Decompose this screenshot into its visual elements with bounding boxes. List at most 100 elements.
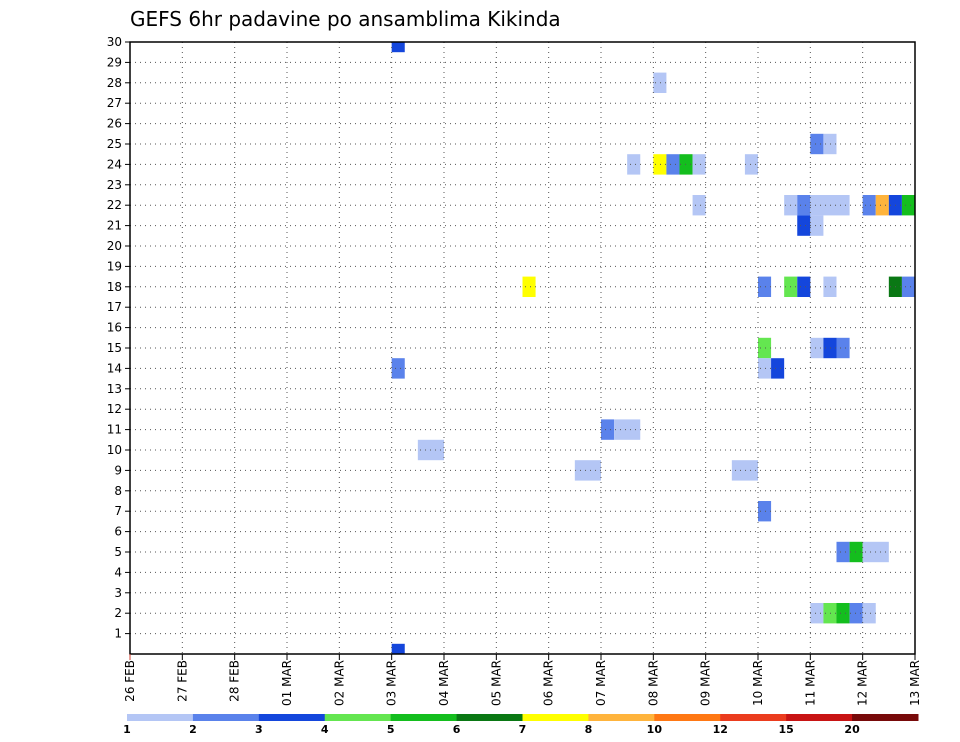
colorbar-label-6: 7 [519,723,527,736]
colorbar-label-2: 3 [255,723,263,736]
x-tick-label-9: 07 MAR [594,660,608,706]
precip-cell-5 [574,460,601,481]
colorbar-swatch-9 [720,714,787,721]
data-cells [391,42,915,654]
y-tick-label-15: 15 [107,341,122,355]
y-tick-label-11: 11 [107,423,122,437]
y-tick-label-14: 14 [107,361,122,375]
x-tick-label-14: 12 MAR [856,660,870,706]
precip-cell-26 [797,215,811,236]
colorbar-swatch-3 [324,714,392,721]
y-tick-label-23: 23 [107,178,122,192]
precip-cell-46 [836,603,850,624]
x-tick-label-15: 13 MAR [908,660,922,706]
precip-cell-0 [391,42,405,53]
colorbar-swatch-7 [588,714,655,721]
y-tick-label-13: 13 [107,382,122,396]
y-tick-label-22: 22 [107,198,122,212]
colorbar-swatch-4 [390,714,458,721]
precip-cell-20 [797,195,811,216]
precip-cell-17 [810,133,824,155]
y-tick-label-5: 5 [114,545,122,559]
precip-cell-47 [849,603,863,624]
precip-cell-40 [758,501,772,522]
x-axis: 26 FEB 27 FEB 28 FEB 01 MAR 02 MAR 03 MAR 04 M… [123,654,922,706]
precip-cell-6 [601,419,615,440]
y-tick-label-8: 8 [114,484,122,498]
y-tick-label-9: 9 [114,463,122,477]
colorbar-label-8: 10 [647,723,663,736]
colorbar-label-0: 1 [123,723,131,736]
precip-cell-8 [653,72,667,93]
colorbar-swatch-2 [258,714,326,721]
precip-cell-10 [653,154,667,175]
precip-cell-31 [823,276,837,297]
grid-lines [130,41,916,654]
precip-cell-23 [875,195,889,216]
precip-cell-4 [522,276,536,297]
y-tick-label-10: 10 [107,443,122,457]
colorbar-swatch-1 [192,714,260,721]
plot-frame [129,41,916,655]
colorbar-swatch-11 [852,714,919,721]
colorbar-label-5: 6 [453,723,461,736]
y-tick-label-18: 18 [107,280,122,294]
y-tick-label-6: 6 [114,525,122,539]
precip-cell-25 [901,195,915,216]
x-tick-label-3: 01 MAR [280,660,294,706]
y-tick-label-17: 17 [107,300,122,314]
precip-cell-41 [836,541,850,563]
y-tick-label-4: 4 [114,565,122,579]
y-tick-label-1: 1 [114,627,122,641]
colorbar-label-1: 2 [189,723,197,736]
precip-cell-39 [771,358,785,379]
precip-cell-42 [849,541,863,563]
y-tick-label-28: 28 [107,76,122,90]
colorbar-label-11: 20 [844,723,860,736]
x-tick-label-6: 04 MAR [437,660,451,706]
y-tick-label-16: 16 [107,321,122,335]
x-tick-label-1: 27 FEB [175,660,189,702]
precip-cell-45 [823,603,837,624]
x-tick-label-0: 26 FEB [123,660,137,702]
y-tick-label-19: 19 [107,259,122,273]
x-tick-label-5: 03 MAR [385,660,399,706]
precip-cell-22 [862,195,876,216]
colorbar-swatch-8 [654,714,721,721]
colorbar-label-9: 12 [713,723,728,736]
precip-cell-14 [744,154,758,175]
y-tick-label-29: 29 [107,55,122,69]
precip-cell-15 [692,195,706,216]
precip-cell-12 [679,154,693,175]
precip-cell-36 [823,337,837,359]
precip-cell-1 [391,643,405,654]
precip-cell-9 [627,154,641,175]
x-tick-label-2: 28 FEB [228,660,242,702]
x-tick-label-13: 11 MAR [803,660,817,706]
y-tick-label-25: 25 [107,137,122,151]
precip-cell-16 [731,460,758,481]
precip-cell-35 [810,337,824,359]
y-axis: 1234567891011121314151617181920212223242… [107,35,130,641]
y-tick-label-30: 30 [107,35,122,49]
y-tick-label-24: 24 [107,157,122,171]
colorbar-label-4: 5 [387,723,395,736]
colorbar-label-3: 4 [321,723,329,736]
precip-cell-37 [836,337,850,359]
precip-cell-21 [810,195,850,216]
x-tick-label-10: 08 MAR [646,660,660,706]
y-tick-label-20: 20 [107,239,122,253]
y-tick-label-12: 12 [107,402,122,416]
precip-cell-33 [901,276,915,297]
x-tick-label-4: 02 MAR [332,660,346,706]
precip-cell-11 [666,154,680,175]
y-tick-label-21: 21 [107,219,122,233]
precip-cell-27 [810,215,824,236]
precip-cell-30 [797,276,811,297]
x-tick-label-11: 09 MAR [699,660,713,706]
y-tick-label-3: 3 [114,586,122,600]
x-tick-label-7: 05 MAR [489,660,503,706]
precip-cell-48 [862,603,876,624]
precip-cell-34 [758,337,772,359]
